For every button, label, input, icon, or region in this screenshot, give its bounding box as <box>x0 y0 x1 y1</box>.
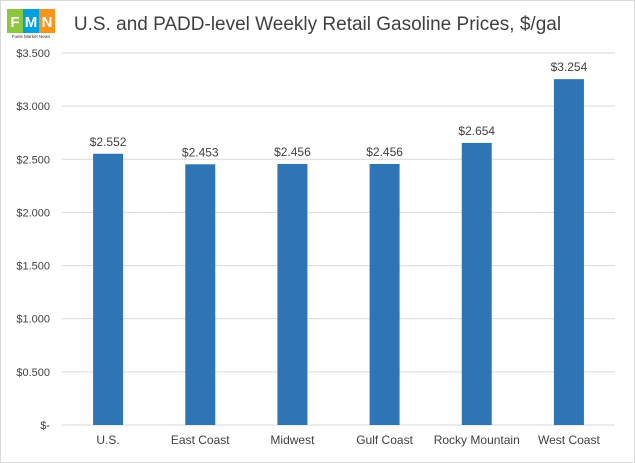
y-tick-label: $2.000 <box>16 207 50 219</box>
data-label: $2.654 <box>458 124 495 138</box>
logo-tile-f <box>7 9 23 33</box>
y-tick-label: $1.500 <box>16 261 50 273</box>
bars <box>93 79 584 426</box>
data-label: $2.453 <box>182 145 219 159</box>
logo-letter-f: F <box>10 14 19 31</box>
data-label: $3.254 <box>551 60 588 74</box>
bar-west-coast <box>553 79 584 425</box>
logo-letter-n: N <box>42 14 53 31</box>
x-category-label: West Coast <box>538 433 600 447</box>
bar-u-s <box>93 153 124 425</box>
bar-gulf-coast <box>369 163 400 425</box>
logo-tagline: Fuels Market News <box>12 34 51 39</box>
logo-tile-m <box>23 9 39 33</box>
gridlines <box>62 52 615 426</box>
x-category-label: Gulf Coast <box>356 433 413 447</box>
fmn-logo: F M N Fuels Market News <box>7 9 55 39</box>
bar-east-coast <box>185 164 216 426</box>
x-category-label: East Coast <box>171 433 230 447</box>
bar-rocky-mountain <box>461 142 492 425</box>
data-label: $2.552 <box>90 135 127 149</box>
y-tick-label: $3.500 <box>16 48 50 60</box>
x-category-label: Midwest <box>270 433 315 447</box>
bar-midwest <box>277 163 308 425</box>
logo-letter-m: M <box>25 14 38 31</box>
data-label: $2.456 <box>274 145 311 159</box>
data-labels: $2.552 $2.453 $2.456 $2.456 $2.654 $3.254 <box>90 60 588 159</box>
y-tick-label: $3.000 <box>16 101 50 113</box>
x-category-label: U.S. <box>96 433 119 447</box>
y-tick-label: $- <box>40 420 50 432</box>
logo-tile-n <box>39 9 55 33</box>
y-tick-label: $0.500 <box>16 367 50 379</box>
y-tick-label: $2.500 <box>16 154 50 166</box>
x-category-label: Rocky Mountain <box>434 433 520 447</box>
x-axis-categories: U.S. East Coast Midwest Gulf Coast Rocky Mou… <box>96 433 600 447</box>
chart-title: U.S. and PADD-level Weekly Retail Gasoli… <box>73 14 562 35</box>
data-label: $2.456 <box>366 145 403 159</box>
y-tick-label: $1.000 <box>16 314 50 326</box>
y-axis-ticks: $- $0.500 $1.000 $1.500 $2.000 $2.500 $3.000 $3… <box>16 48 50 432</box>
